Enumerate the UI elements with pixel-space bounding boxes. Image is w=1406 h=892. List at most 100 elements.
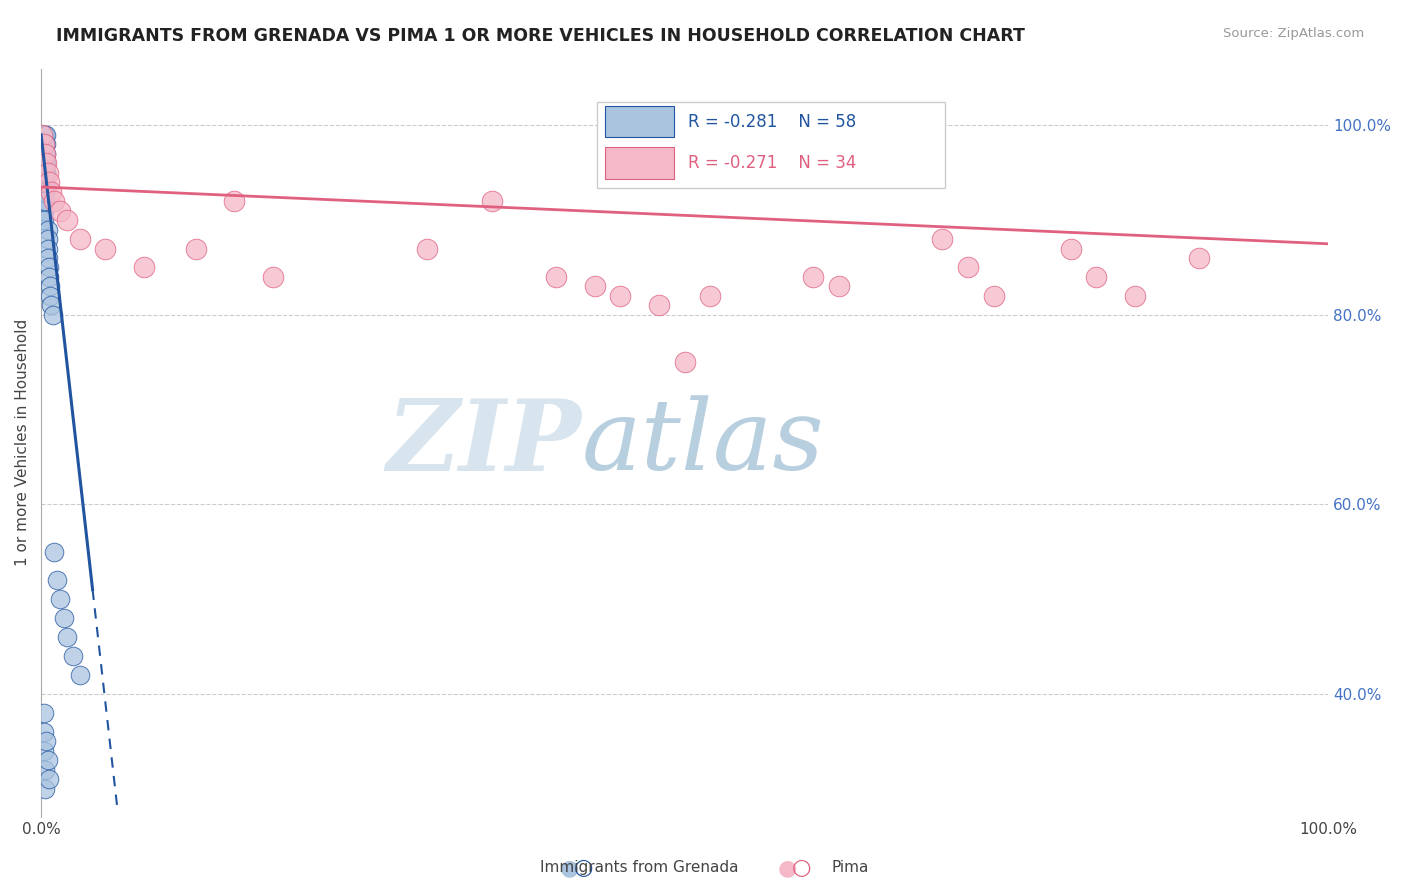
Point [32,128,55,142]
Point [132,260,155,275]
Point [32,744,55,758]
Point [38,175,60,189]
Point [35,156,58,170]
Point [35,734,58,748]
Point [41,308,63,322]
Text: R = -0.271    N = 34: R = -0.271 N = 34 [689,153,856,172]
Point [62,648,84,663]
Point [32,203,55,218]
Point [983,289,1005,303]
Point [56,213,79,227]
Point [31,156,53,170]
Point [32,724,55,739]
Point [32,194,55,209]
Point [42,194,65,209]
Point [544,269,567,284]
Point [583,279,606,293]
Point [32,706,55,720]
Point [34,128,56,142]
Point [31,213,53,227]
Y-axis label: 1 or more Vehicles in Household: 1 or more Vehicles in Household [15,319,30,566]
Point [34,194,56,209]
Point [31,175,53,189]
Text: Immigrants from Grenada: Immigrants from Grenada [540,861,740,875]
Point [37,232,59,246]
Point [35,146,58,161]
Point [42,545,65,559]
Point [35,137,58,152]
Point [32,137,55,152]
Point [801,269,824,284]
FancyBboxPatch shape [605,147,675,178]
Text: Pima: Pima [832,861,869,875]
Point [34,763,56,777]
Point [1060,242,1083,256]
Text: ○: ○ [574,858,593,878]
Point [37,251,59,265]
Point [35,128,58,142]
Point [32,156,55,170]
Point [37,753,59,767]
Point [34,166,56,180]
Text: ●: ● [778,858,797,878]
Point [32,213,55,227]
Point [31,128,53,142]
Point [45,573,67,587]
Point [39,279,62,293]
Point [31,137,53,152]
Point [34,156,56,170]
Point [31,128,53,142]
Point [34,137,56,152]
Point [609,289,631,303]
Point [35,156,58,170]
Point [1085,269,1108,284]
Point [1188,251,1211,265]
Point [956,260,979,275]
Point [56,630,79,644]
Point [53,611,76,625]
Point [31,146,53,161]
Point [32,175,55,189]
Point [34,175,56,189]
Text: ●: ● [560,858,579,878]
Text: atlas: atlas [582,395,824,491]
Point [32,137,55,152]
Point [32,146,55,161]
Point [34,146,56,161]
Point [38,269,60,284]
Point [673,355,696,369]
Point [481,194,503,209]
Point [37,222,59,236]
Point [38,772,60,786]
Point [184,242,207,256]
Point [35,166,58,180]
Text: IMMIGRANTS FROM GRENADA VS PIMA 1 OR MORE VEHICLES IN HOUSEHOLD CORRELATION CHAR: IMMIGRANTS FROM GRENADA VS PIMA 1 OR MOR… [56,27,1025,45]
Point [31,203,53,218]
Point [69,668,91,682]
Text: Source: ZipAtlas.com: Source: ZipAtlas.com [1223,27,1364,40]
Point [32,185,55,199]
Point [69,232,91,246]
Point [34,781,56,796]
Text: ZIP: ZIP [387,394,582,491]
Point [31,185,53,199]
Point [49,592,72,607]
Point [699,289,721,303]
Point [828,279,851,293]
Point [31,166,53,180]
Point [37,242,59,256]
Point [41,185,63,199]
Point [32,166,55,180]
Point [39,289,62,303]
Point [34,185,56,199]
Point [262,269,284,284]
Point [931,232,953,246]
Point [648,298,671,312]
Point [37,166,59,180]
FancyBboxPatch shape [598,103,945,188]
Point [38,260,60,275]
Point [416,242,439,256]
Point [31,194,53,209]
FancyBboxPatch shape [605,106,675,137]
Point [224,194,246,209]
